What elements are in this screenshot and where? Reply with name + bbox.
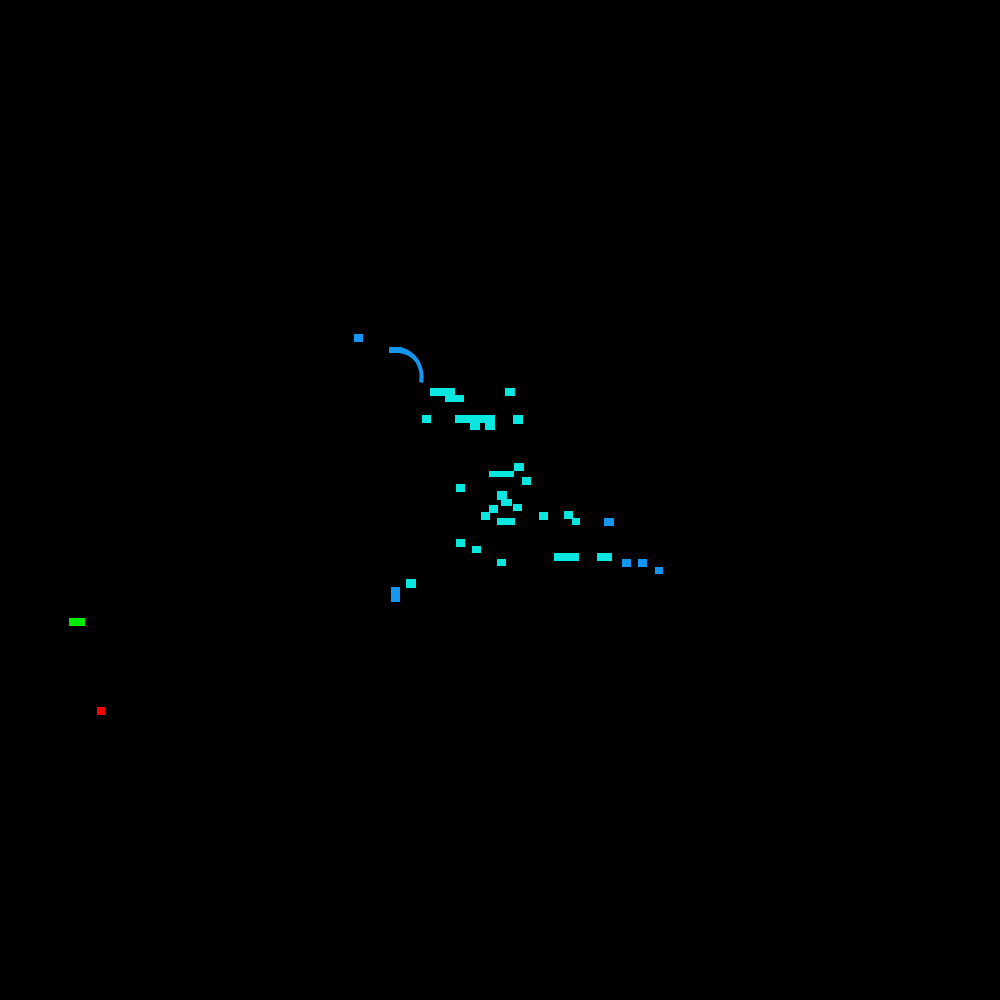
blue-blob [604,518,614,526]
cyan-blob [489,471,514,477]
cyan-blob [485,423,495,430]
cyan-blob [497,491,507,500]
cyan-blob [445,395,464,402]
cyan-blob [539,512,548,520]
cyan-blob [513,504,522,511]
cyan-blob [422,415,431,423]
cyan-blob [472,546,481,553]
cyan-blob [597,553,612,561]
cyan-blob [470,423,480,430]
cyan-blob [455,415,495,423]
blue-blob [638,559,647,567]
cyan-blob [564,511,573,519]
blue-blob [655,567,663,574]
blue-arc [389,347,424,383]
cyan-blob [406,579,416,588]
cyan-blob [497,518,515,525]
cyan-blob [554,553,579,561]
cyan-blob [489,505,498,513]
red-marker [97,707,105,715]
cyan-blob [430,388,455,396]
cyan-blob [505,388,515,396]
cyan-blob [514,463,524,471]
cyan-blob [513,415,523,424]
cyan-blob [522,477,531,485]
cyan-blob [572,518,580,525]
blue-blob [622,559,631,567]
cyan-blob [501,499,512,506]
blue-blob [354,334,363,342]
blue-blob [391,587,400,602]
green-marker [69,618,85,626]
cyan-blob [456,484,465,492]
cyan-blob [456,539,465,547]
cyan-blob [497,559,506,566]
cyan-blob [481,512,490,520]
